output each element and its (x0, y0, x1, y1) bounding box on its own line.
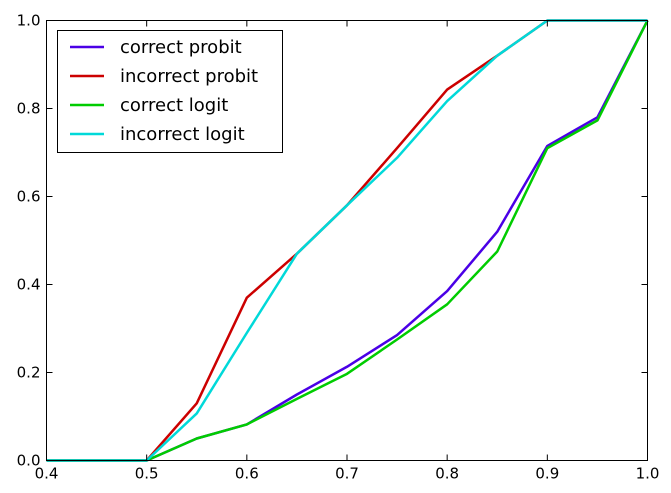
x-tick-label: 1.0 (636, 465, 660, 483)
y-tick-label: 0.8 (17, 100, 41, 118)
legend-label-0: correct probit (120, 37, 242, 58)
y-tick-label: 1.0 (17, 12, 41, 30)
y-tick-label: 0.4 (17, 276, 41, 294)
x-tick-label: 0.4 (35, 465, 59, 483)
legend: correct probit incorrect probit correct lo… (57, 30, 283, 153)
legend-label-3: incorrect logit (120, 124, 245, 145)
y-tick-label: 0.6 (17, 188, 41, 206)
x-tick-label: 0.6 (235, 465, 259, 483)
x-tick-label: 0.5 (135, 465, 159, 483)
legend-box (57, 30, 283, 153)
x-tick-label: 0.9 (535, 465, 559, 483)
legend-label-1: incorrect probit (120, 66, 258, 87)
x-tick-label: 0.7 (335, 465, 359, 483)
legend-label-2: correct logit (120, 95, 228, 116)
y-tick-label: 0.0 (17, 452, 41, 470)
x-tick-label: 0.8 (435, 465, 459, 483)
axis-ticks: 0.4 0.5 0.6 0.7 0.8 0.9 1.0 0.0 0.2 0.4 0.6 0.8 1.0 (17, 12, 660, 483)
y-tick-label: 0.2 (17, 364, 41, 382)
